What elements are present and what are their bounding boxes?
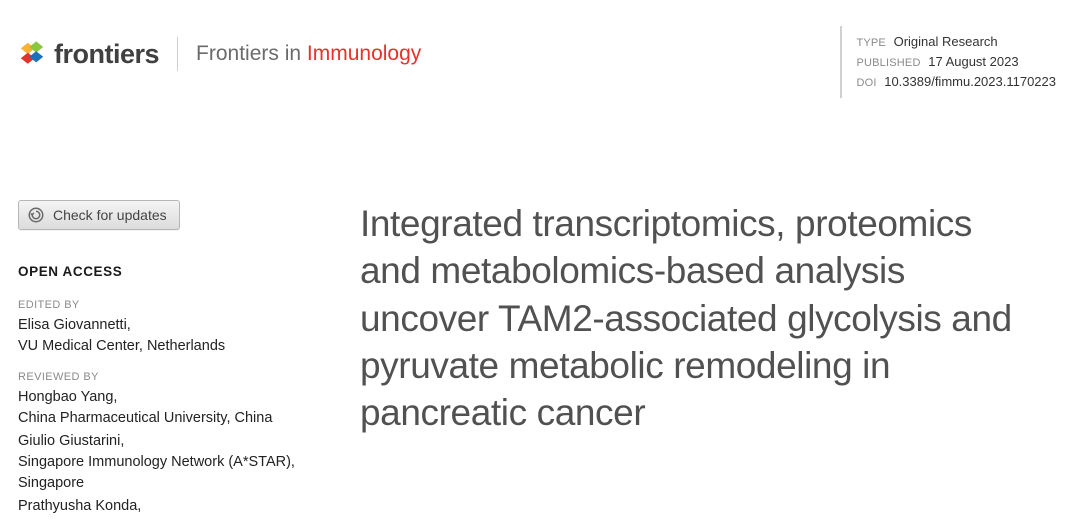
- journal-prefix: Frontiers in: [196, 42, 307, 65]
- editor-affiliation: VU Medical Center, Netherlands: [18, 336, 336, 357]
- reviewer-2-affiliation-line2: Singapore: [18, 473, 336, 494]
- reviewer-1-name: Hongbao Yang,: [18, 387, 336, 408]
- editor-name: Elisa Giovannetti,: [18, 315, 336, 336]
- content-area: Check for updates OPEN ACCESS EDITED BY …: [0, 80, 1080, 517]
- meta-published-label: PUBLISHED: [856, 57, 920, 69]
- publisher-logo[interactable]: frontiers: [18, 39, 159, 70]
- meta-doi-row: DOI 10.3389/fimmu.2023.1170223: [856, 72, 1056, 92]
- edited-by-label: EDITED BY: [18, 299, 336, 311]
- frontiers-logo-icon: [18, 40, 46, 68]
- refresh-icon: [27, 206, 45, 224]
- reviewer-2-name: Giulio Giustarini,: [18, 431, 336, 452]
- article-meta-box: TYPE Original Research PUBLISHED 17 Augu…: [840, 26, 1056, 98]
- meta-type-label: TYPE: [856, 37, 886, 49]
- reviewed-by-label: REVIEWED BY: [18, 371, 336, 383]
- main-column: Integrated transcriptomics, proteomics a…: [360, 200, 1080, 517]
- header-divider: [177, 37, 178, 71]
- meta-type-value: Original Research: [894, 34, 998, 49]
- meta-doi-value[interactable]: 10.3389/fimmu.2023.1170223: [884, 74, 1056, 89]
- meta-doi-label: DOI: [856, 77, 876, 89]
- journal-name[interactable]: Frontiers in Immunology: [196, 42, 421, 66]
- journal-highlight: Immunology: [307, 42, 421, 65]
- reviewer-2-affiliation-line1: Singapore Immunology Network (A*STAR),: [18, 452, 336, 473]
- meta-type-row: TYPE Original Research: [856, 32, 1056, 52]
- reviewer-1-affiliation: China Pharmaceutical University, China: [18, 408, 336, 429]
- publisher-wordmark: frontiers: [54, 39, 159, 70]
- reviewer-3-name: Prathyusha Konda,: [18, 496, 336, 517]
- meta-published-value: 17 August 2023: [928, 54, 1018, 69]
- article-title: Integrated transcriptomics, proteomics a…: [360, 200, 1020, 437]
- check-updates-label: Check for updates: [53, 207, 167, 223]
- open-access-heading: OPEN ACCESS: [18, 264, 336, 279]
- sidebar: Check for updates OPEN ACCESS EDITED BY …: [0, 200, 360, 517]
- check-updates-button[interactable]: Check for updates: [18, 200, 180, 230]
- meta-published-row: PUBLISHED 17 August 2023: [856, 52, 1056, 72]
